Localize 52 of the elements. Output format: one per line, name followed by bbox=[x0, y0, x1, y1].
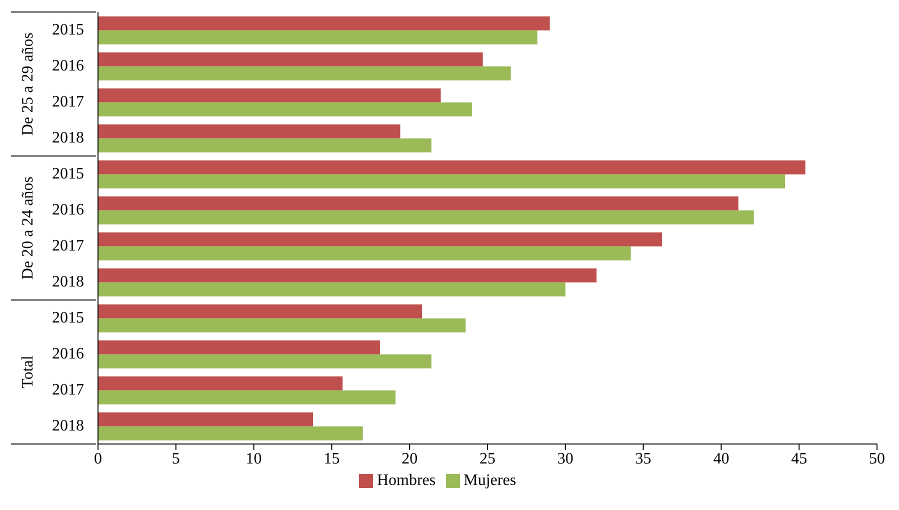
bar bbox=[98, 138, 432, 152]
bar bbox=[98, 304, 422, 318]
bar bbox=[98, 174, 786, 188]
bar bbox=[98, 282, 566, 296]
bar bbox=[98, 426, 363, 440]
bar bbox=[98, 376, 343, 390]
bar bbox=[98, 340, 380, 354]
bar bbox=[98, 232, 662, 246]
legend-label: Hombres bbox=[376, 472, 436, 489]
text: Total bbox=[20, 355, 36, 388]
bar bbox=[98, 268, 597, 282]
y-tick-label: 2015 bbox=[52, 166, 84, 182]
x-tick-label: 15 bbox=[324, 450, 340, 468]
y-tick-label: 2015 bbox=[52, 310, 84, 326]
text: De 20 a 24 años bbox=[20, 176, 36, 280]
x-tick-label: 0 bbox=[94, 450, 102, 468]
bar bbox=[98, 318, 466, 332]
x-tick-label: 25 bbox=[480, 450, 496, 468]
text: De 25 a 29 años bbox=[20, 32, 36, 136]
y-tick-label: 2018 bbox=[52, 418, 84, 434]
bar bbox=[98, 354, 432, 368]
x-tick-label: 35 bbox=[635, 450, 652, 468]
bar bbox=[98, 88, 441, 102]
bar bbox=[98, 412, 314, 426]
bar bbox=[98, 210, 754, 224]
bar bbox=[98, 102, 472, 116]
x-tick-label: 5 bbox=[172, 450, 180, 468]
x-tick-label: 50 bbox=[869, 450, 885, 468]
y-tick-label: 2017 bbox=[52, 94, 84, 110]
bar bbox=[98, 66, 511, 80]
bar bbox=[98, 246, 631, 260]
y-tick-label: 2016 bbox=[52, 202, 84, 218]
x-tick-label: 40 bbox=[713, 450, 730, 468]
y-tick-label: 2015 bbox=[52, 22, 84, 38]
bar bbox=[98, 390, 396, 404]
bar bbox=[98, 52, 483, 66]
bar bbox=[98, 160, 806, 174]
y-tick-label: 2017 bbox=[52, 382, 84, 398]
bar bbox=[98, 16, 550, 30]
x-tick-label: 20 bbox=[402, 450, 418, 468]
y-tick-label: 2017 bbox=[52, 238, 84, 254]
y-tick-label: 2016 bbox=[52, 58, 84, 74]
y-tick-label: 2018 bbox=[52, 274, 84, 290]
bar bbox=[98, 196, 738, 210]
x-tick-label: 30 bbox=[557, 450, 574, 468]
y-tick-label: 2016 bbox=[52, 346, 84, 362]
x-tick-label: 10 bbox=[246, 450, 262, 468]
y-tick-label: 2018 bbox=[52, 130, 84, 146]
bar bbox=[98, 124, 400, 138]
legend-label: Mujeres bbox=[464, 472, 516, 489]
x-tick-label: 45 bbox=[791, 450, 808, 468]
bar bbox=[98, 30, 538, 44]
